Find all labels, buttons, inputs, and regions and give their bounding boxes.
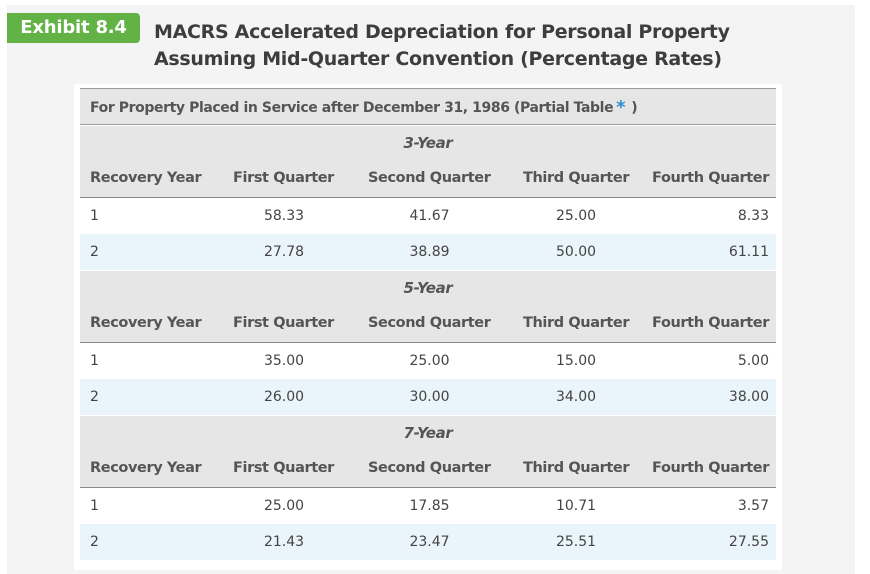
table-caption: For Property Placed in Service after Dec… <box>80 88 776 125</box>
col-header-fourth-quarter: Fourth Quarter <box>652 460 769 476</box>
cell-fourth-quarter: 27.55 <box>728 534 769 550</box>
cell-second-quarter: 30.00 <box>409 389 450 405</box>
col-header-fourth-quarter: Fourth Quarter <box>652 315 769 331</box>
col-header-third-quarter: Third Quarter <box>523 170 630 186</box>
cell-third-quarter: 25.51 <box>555 534 597 550</box>
table-row: 1 58.33 41.67 25.00 8.33 <box>80 198 776 234</box>
caption-close: ) <box>631 100 638 116</box>
col-header-first-quarter: First Quarter <box>233 315 334 331</box>
cell-recovery-year: 1 <box>90 353 99 369</box>
cell-third-quarter: 50.00 <box>555 244 597 260</box>
section-5-year: 5-Year Recovery Year First Quarter Secon… <box>80 271 776 415</box>
caption-text: For Property Placed in Service after Dec… <box>90 100 614 116</box>
col-header-fourth-quarter: Fourth Quarter <box>652 170 769 186</box>
cell-recovery-year: 2 <box>90 534 99 550</box>
cell-second-quarter: 41.67 <box>409 208 450 224</box>
table-row: 1 35.00 25.00 15.00 5.00 <box>80 343 776 379</box>
section-header: 5-Year Recovery Year First Quarter Secon… <box>80 271 776 343</box>
exhibit-title: MACRS Accelerated Depreciation for Perso… <box>154 21 730 70</box>
cell-fourth-quarter: 3.57 <box>737 498 769 514</box>
col-header-recovery-year: Recovery Year <box>90 460 202 476</box>
cell-third-quarter: 34.00 <box>555 389 597 405</box>
cell-first-quarter: 27.78 <box>263 244 305 260</box>
col-header-third-quarter: Third Quarter <box>523 460 630 476</box>
table-row: 1 25.00 17.85 10.71 3.57 <box>80 488 776 524</box>
cell-first-quarter: 35.00 <box>263 353 305 369</box>
section-7-year: 7-Year Recovery Year First Quarter Secon… <box>80 416 776 560</box>
cell-second-quarter: 38.89 <box>409 244 450 260</box>
cell-third-quarter: 10.71 <box>555 498 597 514</box>
cell-first-quarter: 25.00 <box>263 498 305 514</box>
col-header-recovery-year: Recovery Year <box>90 315 202 331</box>
table-row: 2 27.78 38.89 50.00 61.11 <box>80 234 776 270</box>
cell-first-quarter: 21.43 <box>263 534 305 550</box>
cell-second-quarter: 23.47 <box>409 534 450 550</box>
table-row: 2 21.43 23.47 25.51 27.55 <box>80 524 776 560</box>
col-header-third-quarter: Third Quarter <box>523 315 630 331</box>
footnote-asterisk-link[interactable]: * <box>616 97 626 118</box>
col-header-first-quarter: First Quarter <box>233 170 334 186</box>
section-3-year: 3-Year Recovery Year First Quarter Secon… <box>80 126 776 270</box>
col-header-second-quarter: Second Quarter <box>368 170 491 186</box>
cell-second-quarter: 17.85 <box>409 498 450 514</box>
exhibit-badge: Exhibit 8.4 <box>7 13 140 43</box>
cell-fourth-quarter: 61.11 <box>728 244 769 260</box>
cell-recovery-year: 1 <box>90 498 99 514</box>
cell-second-quarter: 25.00 <box>409 353 450 369</box>
cell-recovery-year: 2 <box>90 389 99 405</box>
section-header: 7-Year Recovery Year First Quarter Secon… <box>80 416 776 488</box>
table-row: 2 26.00 30.00 34.00 38.00 <box>80 379 776 415</box>
cell-fourth-quarter: 8.33 <box>737 208 769 224</box>
cell-fourth-quarter: 5.00 <box>737 353 769 369</box>
cell-recovery-year: 2 <box>90 244 99 260</box>
cell-fourth-quarter: 38.00 <box>728 389 769 405</box>
col-header-first-quarter: First Quarter <box>233 460 334 476</box>
section-title: 5-Year <box>403 279 453 297</box>
cell-third-quarter: 15.00 <box>555 353 597 369</box>
section-title: 3-Year <box>403 134 453 152</box>
section-header: 3-Year Recovery Year First Quarter Secon… <box>80 126 776 198</box>
section-title: 7-Year <box>403 424 453 442</box>
cell-first-quarter: 26.00 <box>263 389 305 405</box>
cell-third-quarter: 25.00 <box>555 208 597 224</box>
col-header-second-quarter: Second Quarter <box>368 460 491 476</box>
cell-recovery-year: 1 <box>90 208 99 224</box>
col-header-recovery-year: Recovery Year <box>90 170 202 186</box>
cell-first-quarter: 58.33 <box>263 208 305 224</box>
col-header-second-quarter: Second Quarter <box>368 315 491 331</box>
